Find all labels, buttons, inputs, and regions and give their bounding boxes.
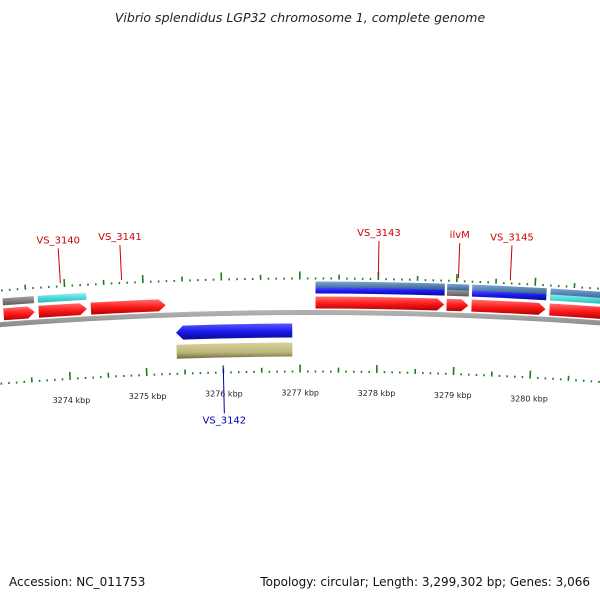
scale-label: 3275 kbp	[129, 392, 167, 401]
gene-label-vs_3140[interactable]: VS_3140	[36, 235, 80, 246]
label-leader-line	[119, 244, 123, 280]
label-leader-line	[509, 245, 513, 281]
feature-ilvm-cds2[interactable]	[447, 283, 470, 291]
scale-label: 3280 kbp	[510, 394, 548, 403]
feature-vs_3140[interactable]	[38, 303, 87, 318]
feature-vs_3142-cds[interactable]	[176, 342, 293, 359]
feature-gene-right-partial[interactable]	[549, 303, 600, 320]
feature-vs_3143[interactable]	[315, 296, 445, 311]
accession-text: Accession: NC_011753	[9, 575, 146, 589]
labels-layer: VS_3140 VS_3141 VS_3142 VS_3143 ilvM VS_3145	[36, 228, 533, 426]
feature-vs_3142[interactable]	[176, 323, 293, 340]
feature-vs_3140-cds[interactable]	[37, 292, 87, 303]
label-leader-line	[457, 243, 461, 279]
genome-summary: Topology: circular; Length: 3,299,302 bp…	[260, 575, 590, 589]
scale-label: 3277 kbp	[281, 389, 319, 398]
map-title: Vibrio splendidus LGP32 chromosome 1, co…	[114, 10, 486, 25]
scale-label: 3274 kbp	[53, 396, 91, 405]
feature-cds-left-partial[interactable]	[2, 296, 35, 306]
feature-vs_3141[interactable]	[90, 299, 166, 315]
gene-label-vs_3143[interactable]: VS_3143	[357, 228, 401, 239]
gene-label-vs_3141[interactable]: VS_3141	[98, 232, 142, 243]
label-leader-line	[377, 241, 380, 277]
label-leader-line	[222, 368, 225, 414]
feature-cds-right-partial2[interactable]	[550, 288, 600, 299]
scale-label: 3279 kbp	[434, 391, 472, 400]
gene-label-ilvm[interactable]: ilvM	[450, 230, 470, 241]
feature-vs_3143-cds2[interactable]	[315, 281, 445, 290]
feature-ilvm[interactable]	[446, 298, 469, 312]
gene-label-vs_3142[interactable]: VS_3142	[203, 415, 247, 426]
feature-vs_3145-cds2[interactable]	[472, 284, 547, 295]
feature-vs_3145[interactable]	[471, 299, 546, 315]
gene-label-vs_3145[interactable]: VS_3145	[490, 232, 534, 243]
label-leader-line	[57, 248, 61, 284]
scale-label: 3278 kbp	[358, 389, 396, 398]
features-layer	[2, 281, 600, 359]
feature-ilvm-cds1[interactable]	[446, 288, 470, 297]
genome-backbone	[0, 310, 600, 328]
feature-vs_3143-cds1[interactable]	[315, 286, 445, 296]
backbone-layer	[0, 310, 600, 328]
feature-gene-left-partial[interactable]	[3, 306, 35, 321]
